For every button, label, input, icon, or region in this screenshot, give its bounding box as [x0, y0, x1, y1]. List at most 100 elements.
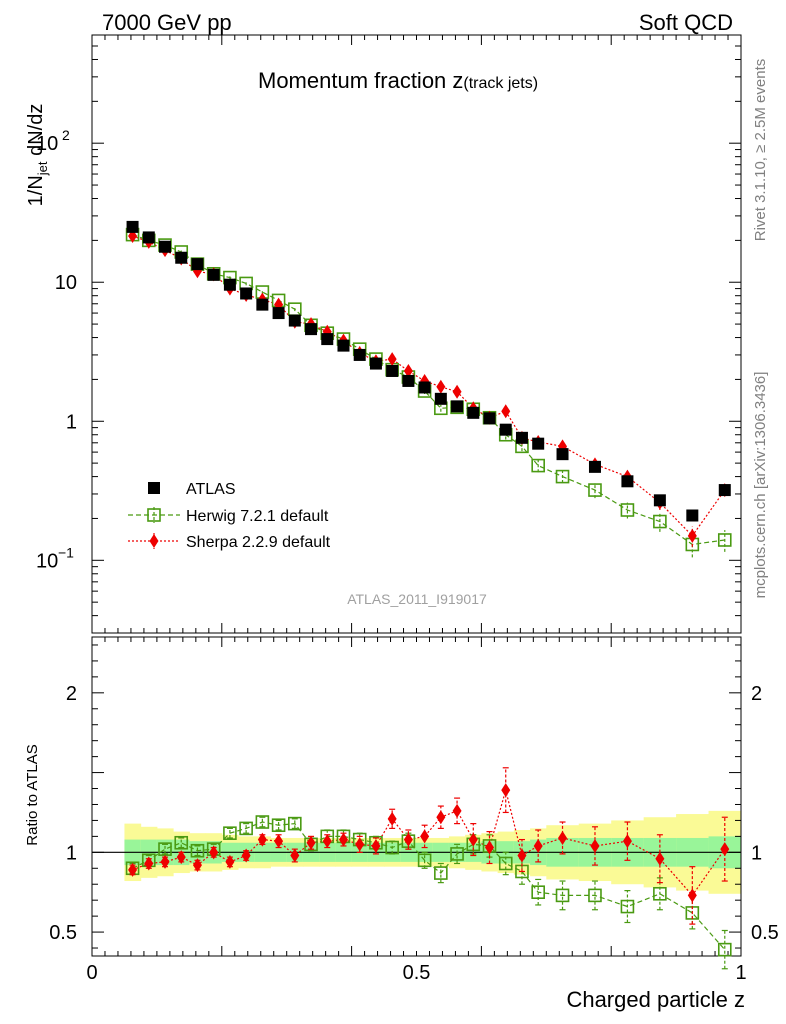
data-point-sherpa — [387, 352, 397, 367]
data-point-atlas — [588, 460, 601, 473]
data-point-atlas — [369, 357, 382, 370]
y-label-sub: jet — [35, 161, 50, 176]
ratio-point-sherpa — [241, 848, 251, 863]
ratio-point-sherpa — [687, 888, 697, 903]
data-point-atlas — [653, 494, 666, 507]
ratio-point-herwig — [653, 886, 667, 901]
ratio-point-herwig — [620, 899, 635, 914]
ratio-point-sherpa — [306, 835, 316, 850]
data-point-herwig — [531, 458, 545, 473]
data-point-atlas — [499, 423, 512, 436]
data-point-atlas — [451, 400, 464, 413]
data-point-atlas — [272, 307, 285, 320]
legend-label: Herwig 7.2.1 default — [186, 508, 329, 525]
ratio-point-sherpa — [355, 837, 365, 852]
ratio-point-herwig — [531, 885, 545, 900]
title-text: Momentum fraction — [258, 68, 452, 93]
ratio-point-herwig — [385, 840, 399, 855]
ratio-point-sherpa — [517, 848, 527, 863]
data-point-atlas — [207, 268, 220, 281]
main-y-tick-label: 10 — [55, 272, 77, 294]
title-variable: z — [452, 68, 463, 93]
mcplots-label: mcplots.cern.ch [arXiv:1306.3436] — [752, 372, 769, 599]
ratio-y-tick-label-left: 0.5 — [49, 922, 77, 944]
ratio-point-herwig — [288, 816, 302, 831]
ratio-point-herwig — [450, 847, 464, 861]
ratio-y-tick-label-left: 2 — [66, 683, 77, 705]
ratio-point-sherpa — [176, 850, 186, 865]
data-point-sherpa — [687, 528, 697, 543]
ratio-point-sherpa — [144, 856, 154, 871]
data-point-atlas — [621, 475, 634, 488]
main-y-tick-label: 1 — [66, 411, 77, 433]
ratio-point-sherpa — [485, 840, 495, 855]
ratio-point-herwig — [223, 826, 237, 840]
ratio-point-sherpa — [274, 834, 284, 849]
ratio-point-herwig — [255, 815, 270, 829]
ratio-line-herwig — [132, 821, 726, 951]
header-category: Soft QCD — [639, 10, 733, 35]
ratio-point-sherpa — [225, 854, 235, 869]
data-point-atlas — [686, 509, 699, 522]
title-subscript: (track jets) — [463, 75, 538, 92]
ratio-y-tick-label-right: 1 — [751, 842, 762, 864]
data-point-sherpa — [452, 384, 462, 399]
ratio-point-sherpa — [322, 834, 332, 849]
ratio-y-tick-label-right: 0.5 — [751, 922, 779, 944]
data-point-atlas — [305, 323, 318, 336]
data-point-sherpa — [436, 379, 446, 394]
ratio-y-tick-label-left: 1 — [66, 842, 77, 864]
ratio-point-sherpa — [622, 834, 632, 849]
data-point-atlas — [223, 278, 236, 291]
data-point-atlas — [353, 348, 366, 361]
data-point-herwig — [620, 503, 635, 517]
ratio-point-sherpa — [655, 851, 665, 866]
data-point-atlas — [402, 374, 415, 387]
ratio-point-herwig — [588, 888, 602, 903]
data-point-atlas — [515, 431, 528, 444]
data-point-atlas — [467, 406, 480, 419]
ratio-point-sherpa — [257, 832, 267, 847]
ratio-point-sherpa — [338, 832, 348, 847]
rivet-label: Rivet 3.1.10, ≥ 2.5M events — [752, 59, 769, 242]
main-y-tick-exponent: 2 — [62, 127, 70, 143]
data-point-atlas — [556, 448, 569, 461]
ratio-point-sherpa — [558, 830, 568, 845]
ratio-point-herwig — [717, 942, 732, 957]
data-point-herwig — [653, 514, 667, 529]
data-point-atlas — [240, 287, 253, 300]
data-point-sherpa — [501, 404, 511, 419]
ratio-point-sherpa — [501, 783, 511, 798]
data-point-atlas — [418, 381, 431, 394]
ratio-x-tick-label: 1 — [735, 962, 746, 984]
data-point-atlas — [386, 364, 399, 377]
ratio-point-sherpa — [192, 858, 202, 873]
ratio-point-sherpa — [209, 845, 219, 860]
data-point-atlas — [126, 220, 139, 233]
data-point-atlas — [142, 231, 155, 244]
ratio-point-herwig — [434, 866, 448, 880]
ratio-point-herwig — [555, 888, 570, 903]
ratio-y-axis-label: Ratio to ATLAS — [24, 744, 41, 845]
data-point-herwig — [555, 469, 570, 484]
y-label-main: 1/N — [25, 175, 47, 206]
data-point-atlas — [191, 258, 204, 271]
ratio-point-sherpa — [128, 862, 138, 877]
data-point-atlas — [159, 240, 172, 253]
ratio-point-sherpa — [468, 832, 478, 847]
legend-marker-atlas — [148, 482, 160, 494]
series-line-sherpa — [132, 235, 726, 537]
chart-title: Momentum fraction z(track jets) — [258, 68, 538, 93]
ratio-frame — [91, 636, 742, 957]
ratio-point-herwig — [239, 821, 253, 836]
ratio-point-sherpa — [420, 829, 430, 844]
data-point-herwig — [588, 483, 602, 497]
legend-marker-sherpa — [149, 534, 159, 548]
ratio-point-herwig — [174, 835, 189, 850]
ratio-point-sherpa — [452, 803, 462, 818]
ratio-y-tick-label-right: 2 — [751, 683, 762, 705]
data-point-atlas — [288, 314, 301, 327]
y-label-tail: dN/dz — [25, 104, 47, 162]
